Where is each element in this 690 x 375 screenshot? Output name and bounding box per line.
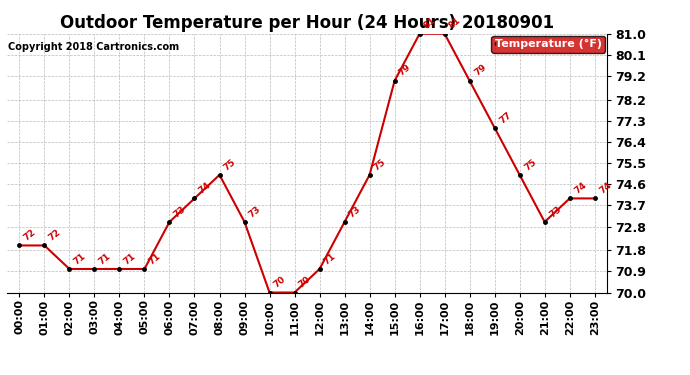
Text: 70: 70 — [297, 275, 313, 290]
Title: Outdoor Temperature per Hour (24 Hours) 20180901: Outdoor Temperature per Hour (24 Hours) … — [60, 14, 554, 32]
Text: 81: 81 — [447, 16, 463, 31]
Text: 73: 73 — [247, 204, 263, 219]
Text: 70: 70 — [273, 275, 288, 290]
Text: 72: 72 — [47, 228, 63, 243]
Text: Copyright 2018 Cartronics.com: Copyright 2018 Cartronics.com — [8, 42, 179, 51]
Text: 81: 81 — [422, 16, 437, 31]
Text: 72: 72 — [22, 228, 38, 243]
Text: 75: 75 — [222, 157, 238, 172]
Text: 71: 71 — [147, 251, 163, 266]
Text: 79: 79 — [397, 63, 413, 78]
Text: 73: 73 — [347, 204, 363, 219]
Text: 75: 75 — [373, 157, 388, 172]
Text: 77: 77 — [497, 110, 513, 125]
Text: 71: 71 — [122, 251, 138, 266]
Text: 79: 79 — [473, 63, 488, 78]
Text: 71: 71 — [72, 251, 88, 266]
Text: 74: 74 — [598, 180, 613, 196]
Text: 71: 71 — [97, 251, 112, 266]
Legend: Temperature (°F): Temperature (°F) — [491, 36, 605, 53]
Text: 73: 73 — [172, 204, 188, 219]
Text: 75: 75 — [522, 157, 538, 172]
Text: 73: 73 — [547, 204, 563, 219]
Text: 74: 74 — [573, 180, 588, 196]
Text: 74: 74 — [197, 180, 213, 196]
Text: 71: 71 — [322, 251, 338, 266]
